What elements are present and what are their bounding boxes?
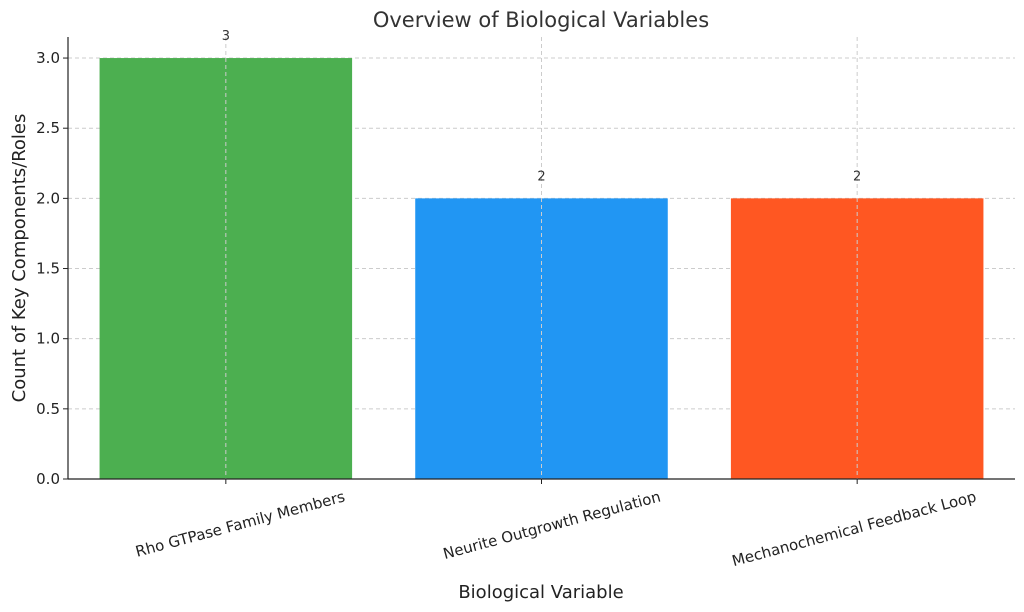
y-tick-label: 2.0	[36, 189, 60, 207]
chart-title: Overview of Biological Variables	[373, 8, 709, 32]
bar-value-label: 2	[853, 169, 861, 184]
bars	[99, 37, 984, 480]
x-category-label: Mechanochemical Feedback Loop	[730, 487, 978, 570]
x-axis-title: Biological Variable	[458, 582, 623, 603]
bar-value-label: 2	[537, 169, 545, 184]
bar-value-label: 3	[222, 29, 230, 44]
x-category-label: Neurite Outgrowth Regulation	[441, 487, 662, 562]
y-ticks: 0.0 0.5 1.0 1.5 2.0 2.5 3.0	[36, 49, 68, 488]
data-labels: 3 2 2	[222, 29, 862, 184]
y-axis-title: Count of Key Components/Roles	[9, 114, 30, 403]
y-tick-label: 2.5	[36, 119, 60, 137]
y-tick-label: 0.5	[36, 400, 60, 418]
y-tick-label: 1.5	[36, 260, 60, 278]
x-category-labels: Rho GTPase Family Members Neurite Outgrow…	[134, 479, 978, 570]
x-category-label: Rho GTPase Family Members	[134, 487, 348, 560]
y-tick-label: 3.0	[36, 49, 60, 67]
y-tick-label: 0.0	[36, 470, 60, 488]
y-tick-label: 1.0	[36, 330, 60, 348]
